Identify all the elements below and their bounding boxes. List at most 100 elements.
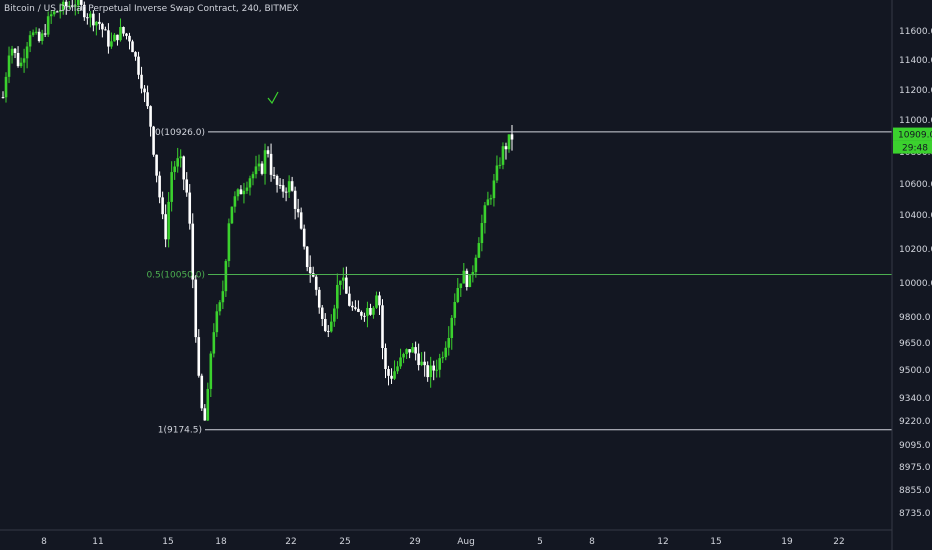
candle bbox=[73, 0, 77, 16]
candle bbox=[4, 72, 8, 103]
last-price-tag: 10909.0 29:48 bbox=[893, 127, 932, 154]
candle bbox=[393, 360, 396, 381]
candle bbox=[257, 154, 261, 172]
fib-retracement[interactable]: 0(10926.0) 0.5(10050.0) 1(9174.5) bbox=[146, 128, 892, 436]
fib-level-label: 1(9174.5) bbox=[158, 426, 202, 436]
candle bbox=[471, 265, 475, 283]
time-tick-label: Aug bbox=[457, 537, 475, 547]
price-tick-label: 11200.0 bbox=[899, 86, 932, 96]
candle bbox=[357, 300, 360, 313]
candle bbox=[64, 0, 68, 15]
candle bbox=[281, 179, 285, 198]
candle bbox=[131, 39, 134, 53]
time-tick-label: 11 bbox=[92, 537, 103, 547]
candle bbox=[293, 186, 297, 220]
candle bbox=[408, 349, 411, 359]
candle bbox=[95, 20, 98, 36]
candles bbox=[1, 0, 514, 421]
candle bbox=[140, 66, 143, 94]
price-tick-label: 9800.0 bbox=[899, 313, 931, 323]
candle bbox=[498, 157, 502, 169]
candle bbox=[254, 155, 258, 179]
candle bbox=[245, 181, 249, 194]
candle bbox=[16, 46, 20, 68]
candle bbox=[134, 51, 137, 61]
candle bbox=[441, 351, 445, 363]
price-tick-label: 9095.0 bbox=[899, 441, 931, 451]
price-tick-label: 9220.0 bbox=[899, 417, 931, 427]
candle bbox=[405, 348, 408, 359]
price-tick-label: 10200.0 bbox=[899, 245, 932, 255]
candle bbox=[453, 293, 457, 326]
time-tick-label: 8 bbox=[41, 537, 47, 547]
candle bbox=[495, 155, 499, 184]
checkmark-annotation bbox=[267, 91, 279, 105]
candle bbox=[164, 204, 167, 248]
candle bbox=[40, 29, 44, 45]
price-tick-label: 11400.0 bbox=[899, 56, 932, 66]
candle bbox=[378, 291, 381, 316]
candle bbox=[101, 22, 104, 38]
candle bbox=[320, 304, 324, 327]
candle bbox=[200, 373, 204, 411]
candle bbox=[125, 32, 128, 40]
time-axis[interactable]: 8 11 15 18 22 25 29 Aug 5 8 12 15 19 22 bbox=[0, 529, 892, 547]
price-tick-label: 8855.0 bbox=[899, 486, 931, 496]
candle bbox=[299, 207, 303, 230]
time-tick-label: 22 bbox=[285, 537, 296, 547]
candle bbox=[450, 315, 454, 350]
candle bbox=[272, 166, 276, 180]
candle bbox=[182, 155, 186, 191]
candle bbox=[215, 304, 219, 337]
time-tick-label: 12 bbox=[657, 537, 668, 547]
fib-level-label: 0(10926.0) bbox=[155, 128, 205, 138]
time-tick-label: 15 bbox=[710, 537, 721, 547]
candle bbox=[227, 218, 231, 268]
candle bbox=[10, 45, 14, 64]
candle bbox=[31, 29, 35, 37]
candle bbox=[43, 24, 47, 38]
candle bbox=[70, 0, 74, 9]
candle bbox=[444, 341, 448, 361]
candle bbox=[504, 142, 508, 160]
candle bbox=[483, 201, 487, 234]
candle bbox=[143, 85, 146, 103]
candle bbox=[287, 175, 291, 198]
candle bbox=[248, 175, 252, 196]
candle bbox=[468, 275, 472, 288]
candle bbox=[372, 306, 375, 319]
candle bbox=[233, 191, 237, 213]
candle bbox=[296, 198, 300, 218]
candle bbox=[152, 125, 155, 157]
candle bbox=[122, 26, 125, 37]
candle bbox=[363, 312, 366, 322]
candle bbox=[113, 33, 116, 42]
candle bbox=[89, 10, 92, 28]
price-axis[interactable]: 11600.011400.011200.011000.010800.010600… bbox=[891, 0, 932, 550]
candle bbox=[266, 146, 270, 158]
candle bbox=[435, 359, 439, 378]
candle bbox=[260, 161, 264, 176]
candle bbox=[462, 262, 466, 284]
candle bbox=[22, 48, 26, 73]
candle bbox=[218, 300, 222, 316]
candle bbox=[348, 286, 351, 307]
candle bbox=[52, 10, 56, 17]
candle bbox=[158, 171, 161, 204]
time-tick-label: 25 bbox=[339, 537, 350, 547]
candle bbox=[351, 301, 354, 311]
candle bbox=[474, 254, 478, 278]
fib-level-label: 0.5(10050.0) bbox=[146, 271, 205, 281]
candle bbox=[411, 343, 414, 353]
candle bbox=[179, 149, 182, 168]
candle bbox=[185, 172, 189, 197]
candle bbox=[203, 404, 207, 421]
candle bbox=[323, 313, 327, 333]
candle bbox=[369, 303, 372, 316]
candle bbox=[104, 26, 107, 31]
candle bbox=[80, 0, 83, 11]
candle bbox=[19, 57, 23, 68]
candle bbox=[387, 365, 390, 386]
candle bbox=[116, 34, 119, 46]
